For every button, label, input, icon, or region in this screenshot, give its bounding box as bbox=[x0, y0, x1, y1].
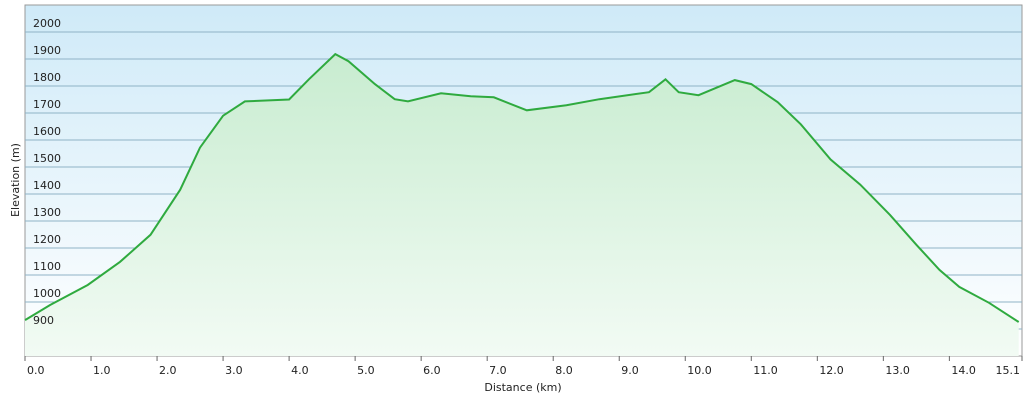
y-tick-label: 1100 bbox=[33, 260, 61, 273]
area-fill bbox=[25, 54, 1019, 356]
x-tick-label: 8.0 bbox=[555, 364, 573, 377]
x-tick-label: 11.0 bbox=[753, 364, 778, 377]
y-tick-label: 1200 bbox=[33, 233, 61, 246]
x-tick-label: 9.0 bbox=[621, 364, 639, 377]
x-tick-label: 13.0 bbox=[885, 364, 910, 377]
x-axis-label: Distance (km) bbox=[484, 381, 561, 394]
x-tick-label: 0.0 bbox=[27, 364, 45, 377]
x-tick-label: 2.0 bbox=[159, 364, 177, 377]
x-tick-label: 12.0 bbox=[819, 364, 844, 377]
x-tick-label: 14.0 bbox=[951, 364, 976, 377]
y-tick-label: 1500 bbox=[33, 152, 61, 165]
y-tick-label: 1300 bbox=[33, 206, 61, 219]
x-tick-label: 3.0 bbox=[225, 364, 243, 377]
elevation-line bbox=[24, 52, 1020, 323]
y-tick-label: 1000 bbox=[33, 287, 61, 300]
y-axis-label: Elevation (m) bbox=[9, 143, 22, 217]
x-tick-label: 6.0 bbox=[423, 364, 441, 377]
x-tick-label: 15.1 bbox=[996, 364, 1021, 377]
x-tick-label: 7.0 bbox=[489, 364, 507, 377]
y-tick-label: 1900 bbox=[33, 44, 61, 57]
y-tick-label: 1800 bbox=[33, 71, 61, 84]
x-tick-label: 4.0 bbox=[291, 364, 309, 377]
y-tick-label: 1700 bbox=[33, 98, 61, 111]
y-tick-label: 1600 bbox=[33, 125, 61, 138]
x-tick-label: 10.0 bbox=[687, 364, 712, 377]
y-tick-label: 1400 bbox=[33, 179, 61, 192]
x-tick-label: 1.0 bbox=[93, 364, 111, 377]
y-tick-label: 900 bbox=[33, 314, 54, 327]
y-tick-label: 2000 bbox=[33, 17, 61, 30]
x-tick-label: 5.0 bbox=[357, 364, 375, 377]
